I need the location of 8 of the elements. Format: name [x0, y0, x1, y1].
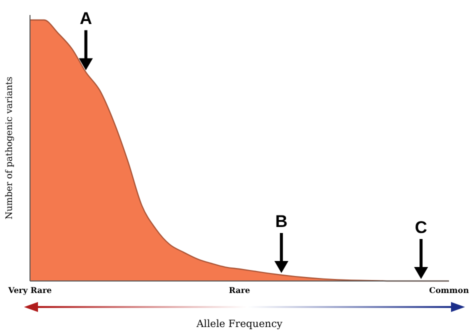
annotation: C	[414, 218, 428, 237]
annotation: A	[80, 9, 92, 28]
x-tick-label: Common	[429, 285, 470, 295]
x-tick-label: Very Rare	[7, 285, 52, 295]
annotation: B	[275, 212, 288, 231]
y-axis-title: Number of pathogenic variants	[5, 76, 15, 220]
x-axis-title: Allele Frequency	[196, 319, 283, 330]
x-tick-label: Rare	[228, 285, 250, 295]
